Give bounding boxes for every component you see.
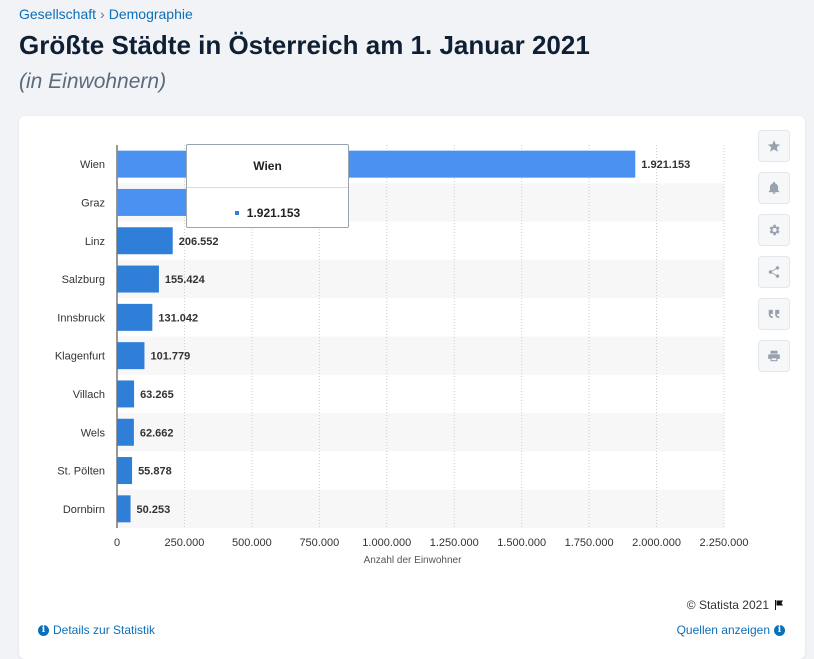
x-tick-label: 1.250.000 <box>430 537 479 549</box>
star-icon <box>767 140 781 152</box>
bar[interactable] <box>117 265 159 293</box>
data-label: 1.921.153 <box>641 159 690 171</box>
tooltip-series-dot <box>234 210 239 215</box>
x-tick-label: 1.750.000 <box>565 537 614 549</box>
data-label: 50.253 <box>137 504 171 516</box>
breadcrumb: Gesellschaft › Demographie <box>19 6 193 22</box>
bar[interactable] <box>117 227 173 255</box>
info-icon: i <box>774 624 785 636</box>
category-label: Klagenfurt <box>55 351 105 363</box>
cite-button[interactable] <box>758 298 790 330</box>
details-link-label: Details zur Statistik <box>53 623 156 637</box>
category-label: Linz <box>85 236 105 248</box>
category-label: St. Pölten <box>57 466 105 478</box>
category-label: Dornbirn <box>63 504 105 516</box>
breadcrumb-subcategory[interactable]: Demographie <box>108 6 193 22</box>
data-label: 155.424 <box>165 274 206 286</box>
row-band <box>117 336 724 375</box>
chart-tooltip: Wien 1.921.153 <box>186 144 349 228</box>
share-button[interactable] <box>758 256 790 288</box>
flag-icon[interactable] <box>773 599 785 611</box>
bar-chart: 0 250.000 500.000 750.000 1.000.000 1.250.000… <box>55 145 749 566</box>
page-title: Größte Städte in Österreich am 1. Januar… <box>19 30 590 60</box>
row-band <box>117 489 724 528</box>
details-link[interactable]: i Details zur Statistik <box>38 623 155 637</box>
x-tick-label: 250.000 <box>165 537 205 549</box>
category-label: Salzburg <box>62 274 105 286</box>
category-label: Innsbruck <box>57 312 105 324</box>
category-label: Graz <box>81 197 105 209</box>
data-label: 206.552 <box>179 236 219 248</box>
tooltip-value: 1.921.153 <box>246 206 301 220</box>
favorite-button[interactable] <box>758 130 790 162</box>
x-tick-label: 500.000 <box>232 537 272 549</box>
page-subtitle: (in Einwohnern) <box>19 70 167 93</box>
sources-link[interactable]: Quellen anzeigen i <box>677 623 785 637</box>
bar[interactable] <box>117 303 153 331</box>
breadcrumb-category[interactable]: Gesellschaft <box>19 6 97 22</box>
copyright-text: © Statista 2021 <box>686 598 769 612</box>
data-label: 101.779 <box>150 351 190 363</box>
settings-button[interactable] <box>758 214 790 246</box>
data-label: 55.878 <box>138 466 172 478</box>
category-label: Wien <box>80 159 105 171</box>
x-tick-label: 2.000.000 <box>632 537 681 549</box>
breadcrumb-separator: › <box>100 6 105 22</box>
data-label: 131.042 <box>158 312 198 324</box>
category-label: Wels <box>81 427 106 439</box>
bar[interactable] <box>117 380 135 408</box>
x-axis-title: Anzahl der Einwohner <box>364 555 463 566</box>
sources-link-label: Quellen anzeigen <box>676 623 770 637</box>
tooltip-divider <box>187 187 348 188</box>
x-tick-label: 2.250.000 <box>700 537 749 549</box>
x-tick-label: 750.000 <box>299 537 339 549</box>
category-label: Villach <box>73 389 105 401</box>
bar[interactable] <box>117 418 134 446</box>
gear-icon <box>769 224 780 236</box>
bar[interactable] <box>117 495 131 523</box>
bell-icon <box>768 181 780 194</box>
print-button[interactable] <box>758 340 790 372</box>
row-band <box>117 413 724 452</box>
bar[interactable] <box>117 457 133 485</box>
x-tick-label: 1.000.000 <box>362 537 411 549</box>
row-band <box>117 259 724 299</box>
print-icon <box>768 350 780 362</box>
chart-card: 0 250.000 500.000 750.000 1.000.000 1.250.000… <box>19 116 805 659</box>
data-label: 63.265 <box>140 389 174 401</box>
x-tick-label: 0 <box>114 537 120 549</box>
copyright: © Statista 2021 <box>687 598 785 612</box>
info-icon: i <box>38 624 49 636</box>
tooltip-title: Wien <box>253 159 282 173</box>
quote-icon <box>768 309 780 319</box>
tooltip-value-row: 1.921.153 <box>187 206 348 220</box>
data-label: 62.662 <box>140 427 174 439</box>
bar[interactable] <box>117 188 196 216</box>
bar[interactable] <box>117 342 145 370</box>
x-tick-label: 1.500.000 <box>497 537 546 549</box>
notification-button[interactable] <box>758 172 790 204</box>
share-icon <box>768 266 780 278</box>
